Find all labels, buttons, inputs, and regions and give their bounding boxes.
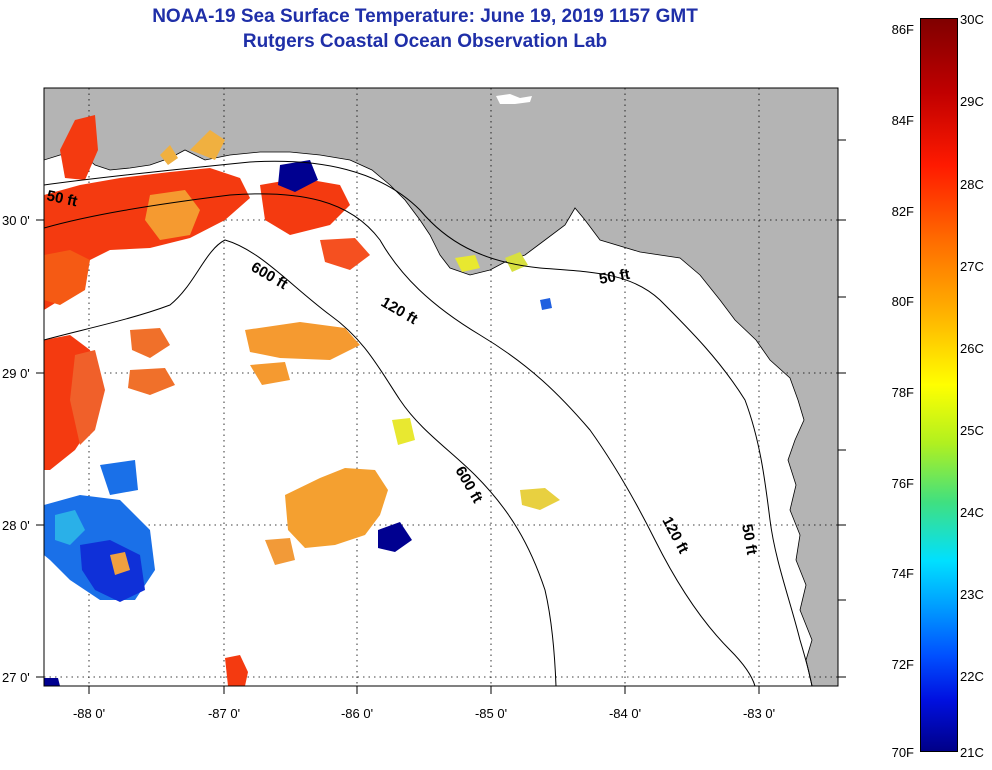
lat-label: 28 0' bbox=[2, 518, 30, 533]
colorbar-f-label: 82F bbox=[891, 204, 914, 219]
colorbar-c-label: 22C bbox=[960, 669, 984, 684]
longitude-labels: -88 0' -87 0' -86 0' -85 0' -84 0' -83 0… bbox=[73, 706, 775, 721]
colorbar bbox=[920, 18, 958, 752]
contour-label-50ft-west: 50 ft bbox=[45, 187, 79, 210]
colorbar-f-label: 78F bbox=[891, 385, 914, 400]
map-title: NOAA-19 Sea Surface Temperature: June 19… bbox=[152, 6, 698, 27]
lon-label: -86 0' bbox=[341, 706, 373, 721]
colorbar-c-label: 29C bbox=[960, 94, 984, 109]
colorbar-f-label: 86F bbox=[891, 22, 914, 37]
colorbar-f-label: 84F bbox=[891, 113, 914, 128]
bathymetry-contours bbox=[44, 160, 813, 686]
colorbar-c-label: 27C bbox=[960, 259, 984, 274]
colorbar-f-label: 72F bbox=[891, 657, 914, 672]
contour-label-50ft-east: 50 ft bbox=[598, 266, 631, 288]
colorbar-f-label: 80F bbox=[891, 294, 914, 309]
map-subtitle: Rutgers Coastal Ocean Observation Lab bbox=[242, 31, 608, 52]
colorbar-c-label: 25C bbox=[960, 423, 984, 438]
colorbar-f-label: 74F bbox=[891, 566, 914, 581]
lon-label: -87 0' bbox=[208, 706, 240, 721]
lat-label: 29 0' bbox=[2, 366, 30, 381]
lon-label: -83 0' bbox=[743, 706, 775, 721]
plot-frame bbox=[43, 87, 839, 687]
colorbar-f-label: 70F bbox=[891, 745, 914, 760]
colorbar-c-label: 21C bbox=[960, 745, 984, 760]
colorbar-c-label: 26C bbox=[960, 341, 984, 356]
latitude-labels: 30 0' 29 0' 28 0' 27 0' bbox=[2, 213, 30, 685]
lon-label: -88 0' bbox=[73, 706, 105, 721]
colorbar-c-label: 28C bbox=[960, 177, 984, 192]
colorbar-f-label: 76F bbox=[891, 476, 914, 491]
colorbar-c-label: 30C bbox=[960, 12, 984, 27]
lat-label: 30 0' bbox=[2, 213, 30, 228]
contour-label-50ft-lower: 50 ft bbox=[738, 523, 760, 556]
colorbar-c-label: 23C bbox=[960, 587, 984, 602]
lon-label: -85 0' bbox=[475, 706, 507, 721]
sst-patches bbox=[44, 115, 560, 686]
lon-label: -84 0' bbox=[609, 706, 641, 721]
lat-label: 27 0' bbox=[2, 670, 30, 685]
axis-ticks bbox=[36, 139, 846, 694]
colorbar-c-label: 24C bbox=[960, 505, 984, 520]
lake bbox=[496, 94, 532, 104]
land-mass bbox=[44, 88, 838, 686]
